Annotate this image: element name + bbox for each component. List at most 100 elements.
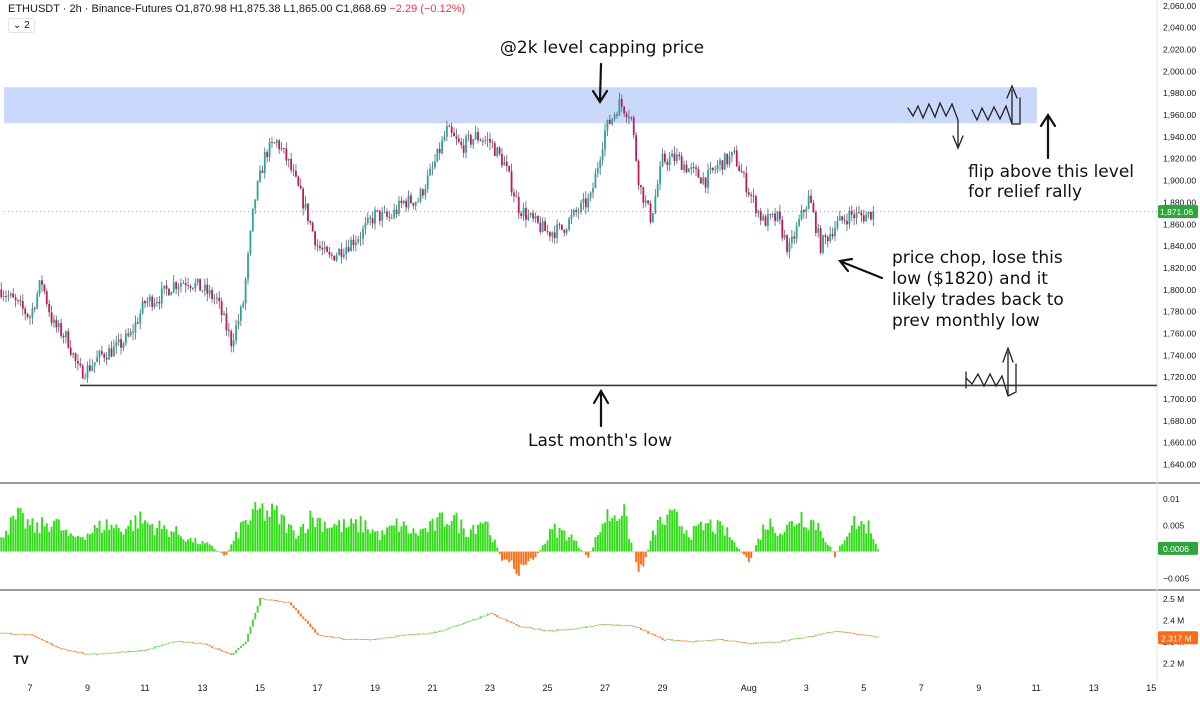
oscillator-bar [572,540,575,552]
volume-segment [81,652,84,654]
candle-body [151,296,154,307]
candle-body [661,153,664,167]
volume-segment [767,641,769,643]
volume-value-label: 2.317 M [1161,633,1192,643]
volume-segment [9,633,12,635]
candle-body [9,293,12,296]
candle-body [160,288,163,304]
candle-body [297,176,300,186]
oscillator-bar [323,521,326,552]
oscillator-bar [663,525,666,552]
oscillator-bar [565,540,568,552]
volume-segment [2,632,5,634]
oscillator-bar [628,538,630,552]
oscillator-bar [683,533,686,552]
volume-segment [249,626,252,634]
volume-segment [616,624,618,626]
x-tick-label: 5 [861,683,866,693]
candle-body [153,303,156,307]
volume-segment [587,626,590,628]
y-tick-label: 1,680.00 [1163,416,1196,426]
candle-body [836,220,839,228]
candle-body [350,239,352,252]
volume-segment [798,638,801,639]
volume-segment [433,631,436,634]
volume-segment [263,598,266,600]
oscillator-bar [764,529,767,552]
candle-body [345,247,348,255]
oscillator-bar [843,540,846,552]
candle-body [721,160,724,170]
oscillator-bar [568,537,571,552]
candle-body [230,331,233,347]
candle-body [723,153,726,170]
candle-body [141,301,144,314]
volume-segment [695,640,698,642]
candle-body [381,211,384,221]
oscillator-bar [558,527,561,552]
volume-segment [36,636,39,638]
candle-body [17,300,19,301]
volume-segment [628,625,630,627]
candle-body [91,366,94,371]
oscillator-bar [594,537,597,552]
volume-segment [218,648,221,651]
candle-body [242,303,245,307]
indicators-collapse-button[interactable]: ⌄ 2 [8,18,35,33]
x-tick-label: 27 [600,683,610,693]
oscillator-bar [50,526,53,552]
oscillator-bar [788,521,791,552]
candle-body [419,189,422,202]
candle-body [843,220,846,221]
volume-segment [48,642,51,644]
oscillator-bar [309,510,312,552]
oscillator-bar [522,551,525,566]
candle-body [807,195,810,209]
candle-body [65,331,67,338]
oscillator-bar [247,524,250,552]
volume-segment [553,630,556,632]
candle-body [81,365,84,379]
volume-segment [242,644,245,647]
oscillator-bar [668,509,671,552]
oscillator-bar [441,512,444,552]
candle-body [786,235,788,252]
volume-segment [750,643,753,644]
candle-body [793,236,796,239]
volume-segment [275,600,278,602]
oscillator-bar [9,517,12,552]
candle-body [170,292,173,296]
candle-body [743,172,745,174]
oscillator-bar [544,543,547,552]
candle-body [105,357,108,360]
candle-body [465,136,467,153]
oscillator-bar [203,543,206,552]
candle-body [735,150,738,167]
oscillator-bar [659,516,662,552]
oscillator-bar [318,518,321,552]
oscillator-bar [215,550,218,552]
candle-body [702,177,705,184]
oscillator-bar [608,520,611,552]
volume-segment [285,601,288,603]
candle-body [359,238,362,240]
volume-segment [769,641,772,643]
oscillator-bar [767,529,769,552]
y-tick-label: 1,860.00 [1163,219,1196,229]
oscillator-bar [72,535,75,552]
candle-body [333,255,336,261]
oscillator-bar [278,524,281,552]
oscillator-bar [814,529,817,552]
candle-body [134,322,137,333]
oscillator-bar [457,533,460,552]
candle-body [762,216,765,221]
oscillator-bar [225,551,228,555]
oscillator-bar [17,507,20,552]
oscillator-bar [364,520,367,552]
candle-body [767,214,769,227]
y-tick-label: 1,840.00 [1163,241,1196,251]
volume-segment [318,634,321,636]
volume-segment [93,653,96,655]
oscillator-bar [100,532,103,552]
